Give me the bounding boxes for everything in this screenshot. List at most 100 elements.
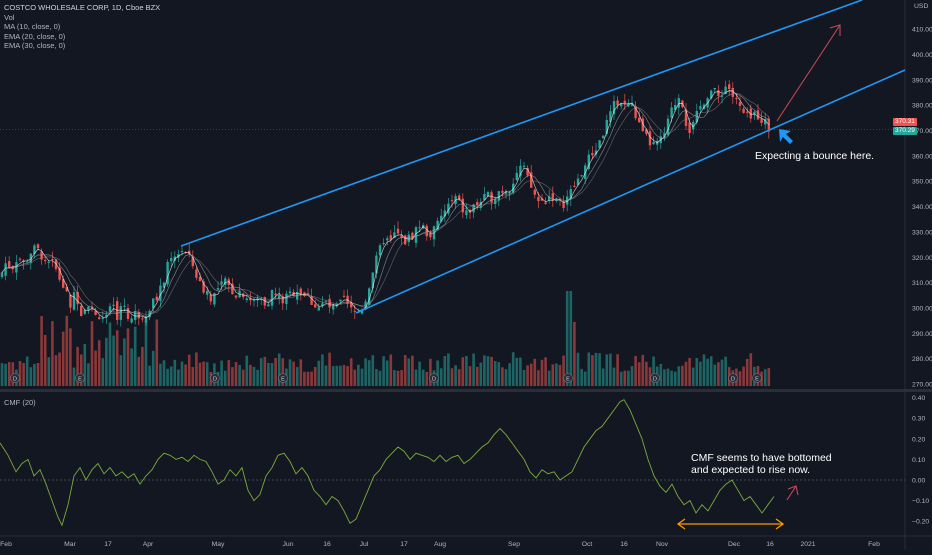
candle-body bbox=[414, 227, 418, 243]
candle-body bbox=[742, 108, 745, 113]
volume-bar bbox=[292, 361, 295, 386]
price-tag-last: 370.31 bbox=[893, 118, 917, 126]
event-marker-label: D bbox=[13, 377, 17, 383]
volume-bar bbox=[54, 355, 58, 386]
candle-body bbox=[724, 86, 727, 95]
candle-body bbox=[764, 119, 767, 125]
volume-bar bbox=[497, 362, 501, 386]
candle-body bbox=[94, 310, 97, 315]
price-tick-label: 320.00 bbox=[912, 255, 932, 262]
candle-body bbox=[411, 232, 414, 240]
candle-body bbox=[162, 282, 166, 288]
time-tick-label: Dec bbox=[728, 541, 741, 548]
cmf-axis: −0.20 −0.10 0.00 0.10 0.20 0.30 0.40 bbox=[912, 395, 929, 526]
candle-body bbox=[4, 263, 7, 276]
candle-body bbox=[483, 194, 486, 201]
volume-bar bbox=[490, 356, 493, 386]
volume-bar bbox=[299, 359, 303, 386]
candle-body bbox=[234, 295, 238, 298]
volume-bar bbox=[303, 371, 306, 386]
event-marker-label: D bbox=[653, 377, 657, 383]
candle-body bbox=[382, 243, 385, 245]
volume-bar bbox=[123, 338, 126, 386]
candle-body bbox=[494, 198, 497, 204]
volume-bar bbox=[454, 365, 457, 386]
event-marker-label: E bbox=[755, 377, 759, 383]
candle-body bbox=[353, 310, 356, 312]
candle-body bbox=[512, 183, 515, 193]
projection-arrow-head bbox=[829, 24, 841, 36]
price-tick-label: 390.00 bbox=[912, 77, 932, 84]
indicator-ema30: EMA (30, close, 0) bbox=[4, 41, 66, 50]
candle-body bbox=[720, 95, 724, 97]
volume-bar bbox=[421, 369, 425, 386]
volume-bar bbox=[475, 366, 479, 386]
volume-bar bbox=[177, 369, 180, 386]
candle-body bbox=[11, 266, 14, 270]
candle-body bbox=[360, 309, 364, 314]
volume-bar bbox=[450, 368, 454, 386]
volume-bar bbox=[141, 346, 144, 386]
volume-bar bbox=[202, 361, 205, 386]
volume-bar bbox=[749, 353, 753, 386]
candle-body bbox=[749, 108, 752, 119]
cmf-tick-label: 0.40 bbox=[912, 395, 925, 402]
volume-bar bbox=[641, 354, 645, 386]
volume-bar bbox=[47, 357, 51, 386]
candle-body bbox=[321, 303, 324, 306]
cmf-tick-label: −0.20 bbox=[912, 519, 929, 526]
candle-body bbox=[695, 111, 698, 123]
candle-body bbox=[144, 316, 148, 323]
cmf-pane-label: CMF (20) bbox=[4, 398, 36, 407]
ema20-line bbox=[1, 90, 770, 318]
candle-body bbox=[310, 296, 313, 305]
candle-body bbox=[155, 296, 158, 301]
candle-body bbox=[602, 135, 605, 139]
candle-body bbox=[368, 288, 371, 305]
volume-bar bbox=[137, 356, 141, 386]
volume-bar bbox=[324, 365, 328, 386]
candle-body bbox=[746, 111, 749, 113]
candle-body bbox=[717, 90, 720, 96]
volume-bar bbox=[25, 356, 29, 386]
candle-body bbox=[76, 291, 79, 305]
volume-bar bbox=[274, 357, 277, 386]
volume-bar bbox=[663, 369, 666, 386]
volume-bar bbox=[591, 355, 594, 386]
candle-body bbox=[252, 299, 256, 301]
candle-body bbox=[634, 106, 637, 119]
candle-body bbox=[447, 203, 450, 214]
volume-bar bbox=[76, 346, 79, 386]
volume-bar bbox=[238, 364, 241, 386]
candle-body bbox=[54, 259, 58, 269]
candle-body bbox=[26, 261, 29, 263]
candle-body bbox=[580, 175, 583, 177]
candle-body bbox=[224, 278, 227, 285]
candle-body bbox=[191, 257, 194, 267]
candle-body bbox=[180, 251, 184, 253]
candle-body bbox=[209, 294, 212, 302]
volume-bar bbox=[126, 328, 130, 386]
candle-body bbox=[533, 189, 536, 195]
candle-body bbox=[677, 98, 680, 108]
candle-body bbox=[101, 318, 104, 320]
volume-bar bbox=[447, 353, 450, 386]
candle-body bbox=[508, 192, 511, 194]
candle-body bbox=[288, 291, 292, 294]
volume-bar bbox=[457, 369, 461, 386]
volume-bar bbox=[72, 367, 76, 386]
volume-bar bbox=[396, 370, 400, 386]
candle-body bbox=[692, 121, 695, 130]
candle-body bbox=[249, 298, 252, 301]
volume-bar bbox=[652, 356, 655, 386]
price-tick-label: 350.00 bbox=[912, 179, 932, 186]
candle-body bbox=[350, 301, 353, 308]
candle-body bbox=[371, 272, 374, 289]
candle-body bbox=[267, 304, 270, 307]
volume-bar bbox=[501, 367, 504, 386]
volume-bar bbox=[205, 362, 209, 386]
volume-bar bbox=[407, 358, 411, 386]
volume-bar bbox=[155, 319, 159, 386]
